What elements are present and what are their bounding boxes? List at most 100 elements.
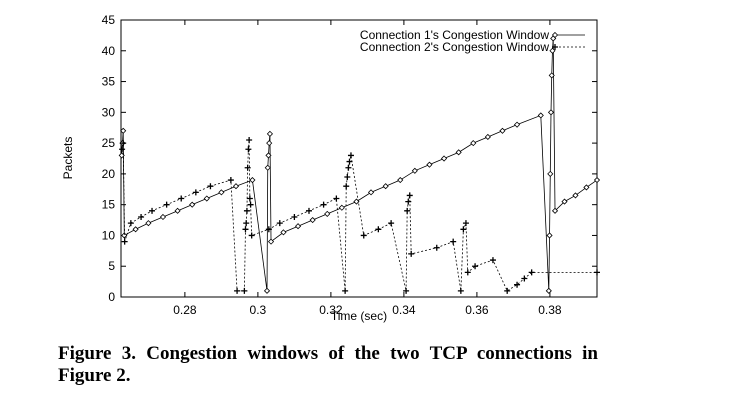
y-tick-label: 45 bbox=[102, 13, 116, 27]
plus-marker bbox=[207, 183, 214, 190]
diamond-marker bbox=[455, 149, 462, 156]
plus-marker bbox=[464, 269, 471, 276]
plus-marker bbox=[242, 226, 249, 233]
plus-marker bbox=[408, 250, 415, 257]
diamond-marker bbox=[572, 192, 579, 199]
plus-marker bbox=[347, 152, 354, 159]
y-axis-label: Packets bbox=[61, 137, 75, 180]
chart: Time (sec) Packets 0 5 10 15 20 25 30 35 40 45 0.2… bbox=[61, 13, 601, 323]
plus-marker bbox=[192, 189, 199, 196]
plus-marker bbox=[489, 257, 496, 264]
diamond-marker bbox=[547, 170, 554, 177]
diamond-marker bbox=[159, 213, 167, 221]
diamond-marker bbox=[249, 176, 256, 184]
y-tick-label: 0 bbox=[108, 290, 115, 304]
plus-marker bbox=[247, 201, 254, 208]
plus-marker bbox=[514, 281, 521, 288]
diamond-marker bbox=[499, 127, 506, 134]
diamond-marker bbox=[280, 229, 287, 236]
diamond-marker bbox=[548, 72, 555, 79]
plus-marker bbox=[178, 195, 185, 202]
plus-marker bbox=[320, 201, 327, 208]
diamond-marker bbox=[537, 112, 544, 119]
plus-marker bbox=[457, 287, 464, 294]
x-tick-label: 0.28 bbox=[173, 303, 197, 317]
legend-marker bbox=[552, 44, 558, 50]
plus-marker bbox=[120, 140, 127, 147]
plus-marker bbox=[472, 263, 479, 270]
plus-marker bbox=[246, 137, 253, 144]
plus-marker bbox=[248, 232, 255, 239]
plus-marker bbox=[375, 226, 382, 233]
diamond-marker bbox=[546, 232, 553, 239]
plus-marker bbox=[265, 226, 272, 233]
diamond-marker bbox=[547, 109, 555, 116]
diamond-marker bbox=[397, 176, 404, 184]
plus-marker bbox=[433, 244, 440, 251]
legend-marker bbox=[551, 31, 559, 39]
plus-marker bbox=[521, 275, 528, 282]
y-tick-label: 10 bbox=[102, 228, 116, 242]
plus-marker bbox=[243, 207, 250, 214]
plus-marker bbox=[460, 226, 467, 233]
diamond-marker bbox=[266, 140, 273, 147]
diamond-marker bbox=[264, 164, 271, 171]
diamond-marker bbox=[145, 220, 152, 227]
plus-marker bbox=[121, 238, 128, 245]
diamond-marker bbox=[263, 287, 271, 294]
plus-marker bbox=[241, 287, 248, 294]
legend-label: Connection 2's Congestion Window bbox=[360, 40, 549, 54]
diamond-marker bbox=[338, 204, 345, 211]
y-tick-label: 30 bbox=[102, 105, 116, 119]
plus-marker bbox=[149, 207, 156, 214]
diamond-marker bbox=[551, 207, 559, 214]
diamond-marker bbox=[549, 47, 556, 54]
diamond-marker bbox=[561, 198, 568, 205]
y-tick-label: 35 bbox=[102, 75, 116, 89]
diamond-marker bbox=[411, 167, 418, 174]
diamond-marker bbox=[309, 216, 316, 224]
diamond-marker bbox=[382, 183, 389, 190]
plus-marker bbox=[450, 238, 457, 245]
diamond-marker bbox=[265, 152, 272, 159]
plus-marker bbox=[342, 287, 349, 294]
diamond-marker bbox=[367, 189, 375, 196]
diamond-marker bbox=[294, 223, 302, 230]
plus-marker bbox=[291, 213, 298, 220]
plus-marker bbox=[343, 183, 350, 190]
plus-marker bbox=[388, 220, 395, 227]
plus-marker bbox=[127, 220, 134, 227]
x-tick-label: 0.36 bbox=[465, 303, 489, 317]
plus-marker bbox=[243, 220, 250, 227]
plot-frame bbox=[120, 19, 598, 298]
plus-marker bbox=[244, 164, 251, 171]
diamond-marker bbox=[513, 121, 521, 128]
x-tick-label: 0.3 bbox=[250, 303, 267, 317]
plus-marker bbox=[360, 232, 367, 239]
diamond-marker bbox=[470, 140, 477, 147]
diamond-marker bbox=[189, 201, 196, 208]
plus-marker bbox=[163, 201, 170, 208]
plus-marker bbox=[345, 164, 352, 171]
y-tick-label: 40 bbox=[102, 44, 116, 58]
diamond-marker bbox=[583, 184, 590, 191]
y-tick-label: 25 bbox=[102, 136, 116, 150]
y-tick-label: 20 bbox=[102, 167, 116, 181]
diamond-marker bbox=[267, 238, 275, 245]
x-tick-label: 0.34 bbox=[392, 303, 416, 317]
plus-marker bbox=[246, 195, 253, 202]
plus-marker bbox=[119, 146, 126, 153]
plus-marker bbox=[406, 192, 413, 199]
plus-marker bbox=[594, 269, 600, 276]
plus-marker bbox=[305, 207, 312, 214]
plus-marker bbox=[138, 213, 145, 220]
plus-marker bbox=[528, 269, 535, 276]
diamond-marker bbox=[174, 207, 181, 214]
series-line bbox=[121, 38, 598, 291]
plus-marker bbox=[276, 220, 283, 227]
diamond-marker bbox=[266, 130, 273, 137]
diamond-marker bbox=[218, 189, 225, 196]
plus-marker bbox=[405, 198, 412, 205]
y-tick-label: 15 bbox=[102, 198, 116, 212]
